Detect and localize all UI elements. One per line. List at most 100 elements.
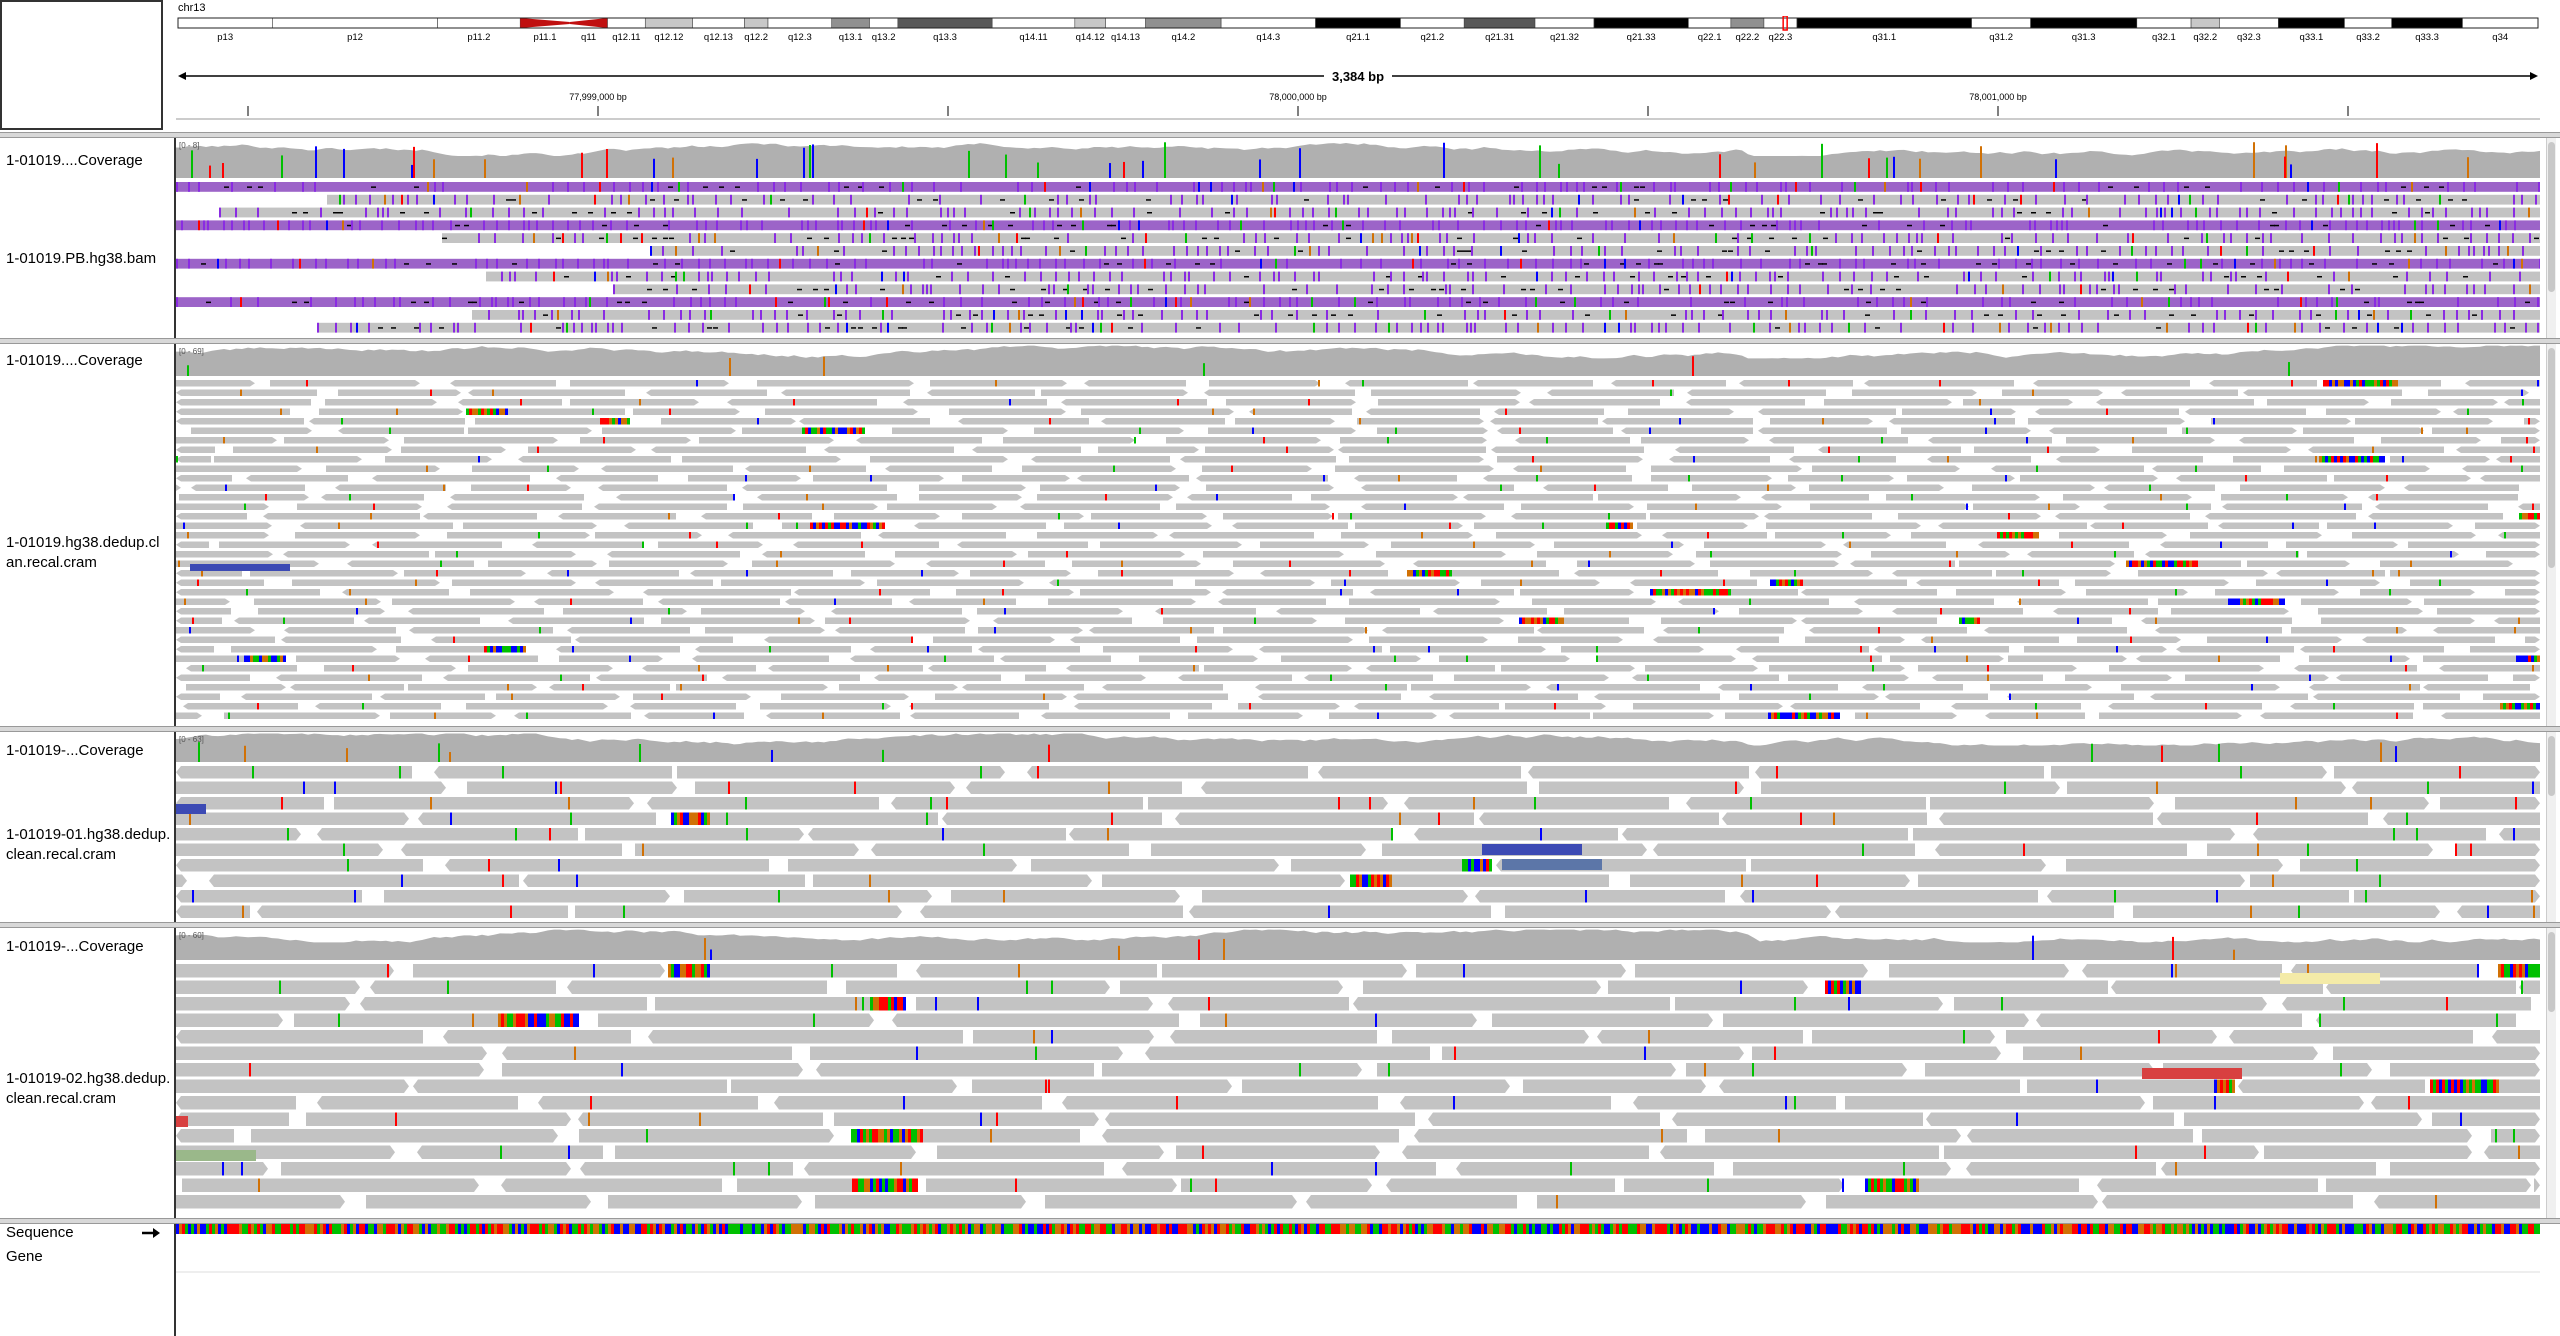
aligned-read bbox=[1031, 456, 1170, 463]
insertion-marker bbox=[2080, 271, 2082, 282]
scrollbar[interactable] bbox=[2546, 344, 2556, 726]
aligned-read bbox=[1377, 1063, 1676, 1077]
alignment-view-pb[interactable]: [0 - 8] bbox=[176, 138, 2540, 338]
insertion-marker bbox=[2071, 207, 2073, 218]
read-mismatch bbox=[2396, 712, 2398, 719]
chromosome-ideogram[interactable]: p13 p12 p11.2 p11.1 q11 q12.11 q12.12 q12.13 q12… bbox=[176, 16, 2540, 42]
insertion-marker bbox=[2479, 207, 2481, 218]
panel-divider[interactable] bbox=[0, 132, 2560, 138]
aligned-read bbox=[380, 693, 485, 700]
aligned-read bbox=[1392, 1030, 1589, 1044]
scrollbar-thumb[interactable] bbox=[2548, 736, 2555, 796]
alignment-view-s01[interactable]: [0 - 63] bbox=[176, 732, 2540, 922]
insertion-marker bbox=[1007, 310, 1009, 320]
read-mismatch bbox=[1332, 513, 1334, 520]
reference-base bbox=[737, 1224, 740, 1234]
aligned-read bbox=[2432, 1112, 2540, 1126]
insertion-marker bbox=[2063, 284, 2065, 295]
reference-base bbox=[1118, 1224, 1121, 1234]
insertion-marker bbox=[2188, 322, 2190, 333]
reference-base bbox=[1331, 1224, 1334, 1234]
aligned-read bbox=[2499, 828, 2540, 841]
soft-clip-bases bbox=[1674, 589, 1677, 596]
reference-base bbox=[2243, 1224, 2246, 1234]
aligned-read bbox=[1594, 693, 1720, 700]
sequence-track-label[interactable]: Sequence bbox=[6, 1224, 74, 1241]
read-mismatch bbox=[977, 997, 979, 1011]
aligned-read bbox=[760, 703, 891, 710]
right-arrow-icon[interactable] bbox=[140, 1226, 162, 1240]
alignment-track-label-line2[interactable]: clean.recal.cram bbox=[6, 846, 117, 863]
read-mismatch bbox=[594, 271, 596, 282]
read-mismatch bbox=[1542, 522, 1544, 529]
soft-clip-bases bbox=[244, 655, 247, 662]
scrollbar-thumb[interactable] bbox=[2548, 932, 2555, 1012]
insertion-marker bbox=[2387, 310, 2389, 320]
deletion-marker bbox=[2059, 250, 2064, 252]
aligned-read bbox=[2352, 781, 2540, 794]
deletion-marker bbox=[1105, 288, 1110, 291]
reference-base bbox=[2015, 1224, 2018, 1234]
coverage-mismatch-bar bbox=[1719, 154, 1721, 178]
insertion-marker bbox=[776, 322, 778, 333]
reference-base bbox=[1643, 1224, 1646, 1234]
read-mismatch bbox=[796, 522, 798, 529]
insertion-marker bbox=[2001, 207, 2003, 218]
coverage-track-label[interactable]: 1-01019-...Coverage bbox=[6, 938, 144, 955]
soft-clip-bases bbox=[2150, 560, 2153, 567]
insertion-marker bbox=[807, 220, 809, 231]
panel-divider[interactable] bbox=[0, 922, 2560, 928]
coverage-track-label[interactable]: 1-01019....Coverage bbox=[6, 152, 143, 169]
scrollbar-thumb[interactable] bbox=[2548, 142, 2555, 292]
read-mismatch bbox=[2214, 1096, 2216, 1110]
alignment-track-label-line2[interactable]: an.recal.cram bbox=[6, 554, 97, 571]
sequence-and-gene-view[interactable] bbox=[176, 1224, 2540, 1336]
soft-clip-bases bbox=[1771, 712, 1774, 719]
alignment-track-label[interactable]: 1-01019-01.hg38.dedup. bbox=[6, 826, 171, 843]
panel-divider[interactable] bbox=[0, 726, 2560, 732]
alignment-track-label[interactable]: 1-01019.hg38.dedup.cl bbox=[6, 534, 160, 551]
panel-divider[interactable] bbox=[0, 1218, 2560, 1224]
scrollbar-thumb[interactable] bbox=[2548, 348, 2555, 568]
scrollbar[interactable] bbox=[2546, 138, 2556, 338]
coverage-track-label[interactable]: 1-01019-...Coverage bbox=[6, 742, 144, 759]
scrollbar[interactable] bbox=[2546, 732, 2556, 922]
insertion-marker bbox=[2471, 207, 2473, 218]
coverage-mismatch-bar bbox=[823, 356, 825, 376]
alignment-track-label[interactable]: 1-01019.PB.hg38.bam bbox=[6, 250, 157, 267]
soft-clip-bases bbox=[1813, 712, 1816, 719]
scrollbar[interactable] bbox=[2546, 928, 2556, 1218]
ruler-header[interactable]: chr13 p13 p12 p11.2 p11.1 q11 q12.11 q12.12 q12… bbox=[176, 0, 2540, 130]
soft-clip-bases bbox=[894, 997, 897, 1011]
insertion-marker bbox=[1254, 246, 1256, 256]
position-ruler[interactable]: 3,384 bp 77,999,000 bp 78,000,000 bp 78,… bbox=[176, 62, 2540, 122]
insertion-marker bbox=[552, 233, 554, 243]
insertion-marker bbox=[2404, 284, 2406, 295]
aligned-read bbox=[757, 380, 914, 387]
coverage-track-label[interactable]: 1-01019....Coverage bbox=[6, 352, 143, 369]
read-mismatch bbox=[2175, 964, 2177, 978]
soft-clip-block bbox=[2142, 1068, 2242, 1079]
reference-base bbox=[836, 1224, 839, 1234]
soft-clip-bases bbox=[911, 1129, 914, 1143]
read-mismatch bbox=[2521, 389, 2523, 396]
insertion-marker bbox=[1876, 297, 1878, 307]
read-mismatch bbox=[1216, 494, 1218, 501]
deletion-marker bbox=[455, 224, 460, 227]
gene-track-label[interactable]: Gene bbox=[6, 1248, 43, 1265]
chromosome-band bbox=[177, 17, 273, 29]
insertion-marker bbox=[709, 258, 711, 269]
deletion-marker bbox=[1298, 250, 1303, 252]
aligned-read bbox=[1825, 980, 2108, 994]
panel-divider[interactable] bbox=[0, 338, 2560, 344]
insertion-marker bbox=[1451, 182, 1453, 192]
alignment-track-label-line2[interactable]: clean.recal.cram bbox=[6, 1090, 117, 1107]
alignment-view-s02[interactable]: [0 - 60] bbox=[176, 928, 2540, 1218]
deletion-marker bbox=[735, 186, 740, 188]
aligned-read bbox=[231, 646, 377, 653]
insertion-marker bbox=[1366, 246, 1368, 256]
aligned-read bbox=[2300, 859, 2540, 872]
alignment-track-label[interactable]: 1-01019-02.hg38.dedup. bbox=[6, 1070, 171, 1087]
insertion-marker bbox=[520, 322, 522, 333]
alignment-view-dedup[interactable]: [0 - 69] bbox=[176, 344, 2540, 726]
